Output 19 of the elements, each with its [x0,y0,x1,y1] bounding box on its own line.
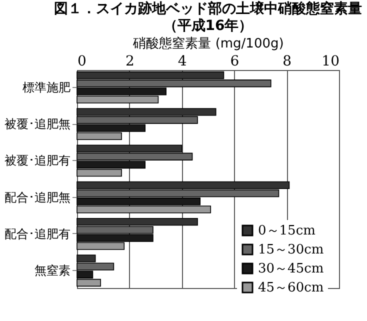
chart-subtitle: （平成16年） [163,18,253,34]
y-tick-label: 無窒素 [34,264,70,278]
y-tick-label: 被覆･追肥無 [4,117,70,132]
y-tick-label: 被覆･追肥有 [4,154,70,168]
x-axis-title: 硝酸態窒素量 (mg/100g) [132,36,284,52]
x-tick-label: 6 [230,54,240,70]
chart-title: 図１．スイカ跡地ベッド部の土壌中硝酸態窒素量 [54,0,362,17]
x-tick-label: 0 [78,54,86,70]
y-tick-label: 配合･追肥無 [4,190,70,204]
legend-label: 15～30cm [258,242,324,258]
legend-label: 0～15cm [258,224,316,238]
x-tick-label: 2 [125,54,134,70]
x-tick-label: 10 [322,54,340,70]
legend-label: 30～45cm [258,262,324,276]
y-tick-label: 配合･追肥有 [4,226,70,241]
x-tick-label: 4 [178,54,187,70]
legend-label: 45～60cm [258,280,324,296]
x-tick-label: 8 [282,54,292,70]
y-tick-label: 標準施肥 [22,80,70,94]
